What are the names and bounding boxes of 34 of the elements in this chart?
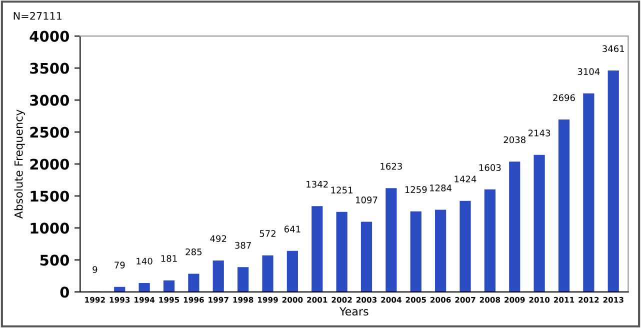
data-label: 1623 [380,162,402,170]
y-tick-label: 3000 [30,94,70,106]
data-label: 1424 [454,176,476,182]
data-label: 492 [210,235,226,242]
data-label: 2143 [528,130,550,136]
x-axis-title: Years [339,307,368,316]
y-tick-label: 4000 [30,30,70,42]
y-tick-label: 1500 [30,190,70,202]
data-label: 641 [284,226,300,233]
y-tick-label: 0 [60,286,70,298]
y-tick-label: 2000 [30,158,70,170]
y-tick-label: 1000 [30,222,70,234]
data-label: 181 [161,255,177,262]
data-label: 1284 [430,184,452,192]
text: N=27111 [14,12,62,20]
data-label: 79 [114,262,125,268]
data-label: 1251 [331,186,352,194]
data-label: 9 [92,266,98,273]
data-label: 1259 [405,186,427,193]
data-label: 140 [136,258,152,265]
data-label: 572 [260,230,276,237]
data-label: 285 [186,248,202,256]
data-label: 1342 [306,180,328,188]
y-tick-label: 500 [40,254,70,266]
y-tick-label: 2500 [30,126,70,138]
y-axis-title: Absolute Frequency [14,110,25,219]
data-label: 2696 [553,94,575,102]
data-label: 1603 [479,164,501,171]
data-label: 387 [235,242,251,249]
data-label: 2038 [504,136,526,144]
data-label: 3461 [602,45,624,52]
y-tick-label: 3500 [30,62,70,74]
data-label: 3104 [578,68,600,75]
data-label: 1097 [356,196,378,204]
